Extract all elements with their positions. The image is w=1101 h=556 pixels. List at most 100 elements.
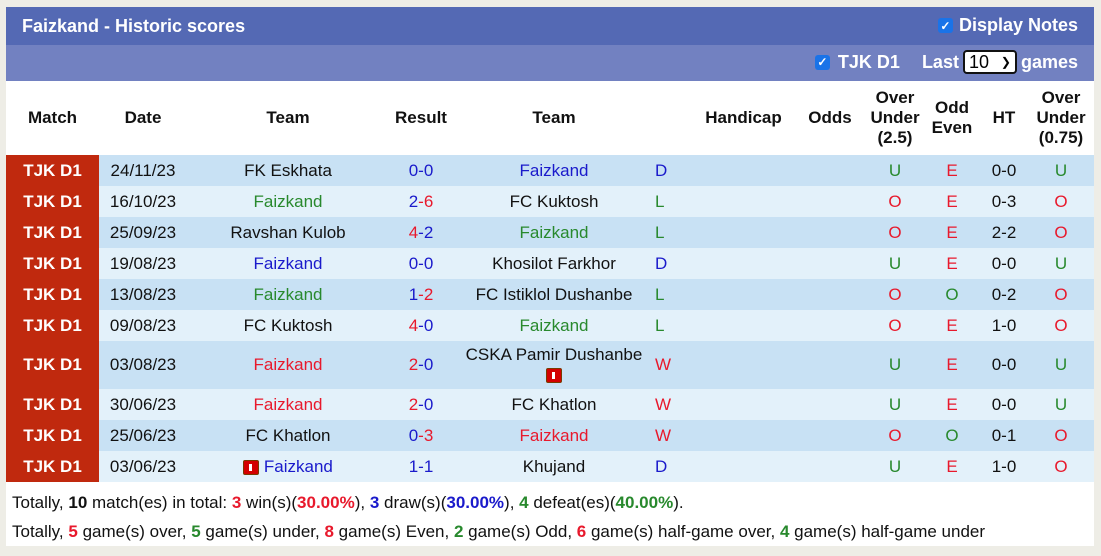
away-team[interactable]: Faizkand xyxy=(453,217,655,248)
half-time-score: 0-1 xyxy=(980,420,1028,451)
match-date: 03/06/23 xyxy=(99,451,187,482)
odd-even: E xyxy=(924,389,980,420)
match-date: 25/09/23 xyxy=(99,217,187,248)
home-team[interactable]: Ravshan Kulob xyxy=(187,217,389,248)
odds xyxy=(794,341,866,389)
match-result[interactable]: 0-0 xyxy=(389,248,453,279)
home-team[interactable]: Faizkand xyxy=(187,248,389,279)
table-header: Match Date Team Result Team Handicap Odd… xyxy=(6,81,1094,155)
display-notes-checkbox[interactable]: ✓ xyxy=(937,18,953,33)
win-loss: W xyxy=(655,389,693,420)
win-loss: L xyxy=(655,217,693,248)
away-team[interactable]: Khosilot Farkhor xyxy=(453,248,655,279)
over-under: U xyxy=(866,451,924,482)
table-row: TJK D1 25/09/23 Ravshan Kulob 4-2 Faizkand L O… xyxy=(6,217,1094,248)
half-time-score: 0-0 xyxy=(980,155,1028,186)
away-team[interactable]: Faizkand xyxy=(453,420,655,451)
league-badge[interactable]: TJK D1 xyxy=(6,310,99,341)
over-under-075: O xyxy=(1028,420,1094,451)
over-under: U xyxy=(866,341,924,389)
handicap xyxy=(693,310,794,341)
odds xyxy=(794,217,866,248)
games-count-select[interactable]: 10 ❯ xyxy=(962,50,1017,74)
league-badge[interactable]: TJK D1 xyxy=(6,186,99,217)
away-team[interactable]: Faizkand xyxy=(453,310,655,341)
odds xyxy=(794,248,866,279)
home-team[interactable]: FC Khatlon xyxy=(187,420,389,451)
league-badge[interactable]: TJK D1 xyxy=(6,248,99,279)
over-under: O xyxy=(866,310,924,341)
away-team[interactable]: Faizkand xyxy=(453,155,655,186)
league-badge[interactable]: TJK D1 xyxy=(6,279,99,310)
over-under: O xyxy=(866,420,924,451)
odd-even: E xyxy=(924,248,980,279)
col-result: Result xyxy=(395,108,447,127)
odds xyxy=(794,155,866,186)
handicap xyxy=(693,389,794,420)
match-date: 19/08/23 xyxy=(99,248,187,279)
home-team[interactable]: Faizkand xyxy=(187,389,389,420)
col-handicap: Handicap xyxy=(705,108,782,127)
match-date: 09/08/23 xyxy=(99,310,187,341)
filter-bar: ✓ TJK D1 Last 10 ❯ games xyxy=(6,45,1094,81)
col-ht: HT xyxy=(992,108,1016,127)
match-date: 13/08/23 xyxy=(99,279,187,310)
league-badge[interactable]: TJK D1 xyxy=(6,155,99,186)
home-team[interactable]: FC Kuktosh xyxy=(187,310,389,341)
match-result[interactable]: 0-3 xyxy=(389,420,453,451)
home-team[interactable]: Faizkand xyxy=(187,279,389,310)
away-team[interactable]: FC Kuktosh xyxy=(453,186,655,217)
away-team[interactable]: FC Istiklol Dushanbe xyxy=(453,279,655,310)
match-result[interactable]: 4-2 xyxy=(389,217,453,248)
match-result[interactable]: 2-0 xyxy=(389,389,453,420)
match-result[interactable]: 0-0 xyxy=(389,155,453,186)
win-loss: L xyxy=(655,279,693,310)
table-row: TJK D1 09/08/23 FC Kuktosh 4-0 Faizkand L O E 1-… xyxy=(6,310,1094,341)
match-date: 16/10/23 xyxy=(99,186,187,217)
col-wl xyxy=(655,81,693,155)
league-badge[interactable]: TJK D1 xyxy=(6,420,99,451)
home-team[interactable]: Faizkand xyxy=(187,451,389,482)
league-badge[interactable]: TJK D1 xyxy=(6,217,99,248)
league-filter-checkbox[interactable]: ✓ xyxy=(814,54,830,70)
match-date: 03/08/23 xyxy=(99,341,187,389)
half-time-score: 0-2 xyxy=(980,279,1028,310)
league-filter-label: TJK D1 xyxy=(837,51,900,72)
home-team[interactable]: Faizkand xyxy=(187,341,389,389)
odd-even: E xyxy=(924,310,980,341)
home-team[interactable]: FK Eskhata xyxy=(187,155,389,186)
match-result[interactable]: 1-2 xyxy=(389,279,453,310)
match-result[interactable]: 2-6 xyxy=(389,186,453,217)
home-team[interactable]: Faizkand xyxy=(187,186,389,217)
odd-even: O xyxy=(924,279,980,310)
historic-scores-panel: Faizkand - Historic scores ✓ Display Not… xyxy=(6,7,1094,546)
display-notes-toggle[interactable]: ✓ Display Notes xyxy=(937,15,1078,36)
away-team[interactable]: FC Khatlon xyxy=(453,389,655,420)
league-badge[interactable]: TJK D1 xyxy=(6,389,99,420)
match-result[interactable]: 4-0 xyxy=(389,310,453,341)
league-badge[interactable]: TJK D1 xyxy=(6,341,99,389)
over-under-075: O xyxy=(1028,186,1094,217)
scores-table: Match Date Team Result Team Handicap Odd… xyxy=(6,81,1094,482)
over-under-075: U xyxy=(1028,248,1094,279)
odd-even: E xyxy=(924,155,980,186)
match-result[interactable]: 1-1 xyxy=(389,451,453,482)
col-odd-even: Odd Even xyxy=(931,98,973,137)
half-time-score: 2-2 xyxy=(980,217,1028,248)
col-over-under-075: Over Under (0.75) xyxy=(1036,88,1086,147)
table-row: TJK D1 03/06/23 Faizkand 1-1 Khujand D U E 1-0 O xyxy=(6,451,1094,482)
odds xyxy=(794,310,866,341)
win-loss: L xyxy=(655,186,693,217)
league-badge[interactable]: TJK D1 xyxy=(6,451,99,482)
away-team[interactable]: CSKA Pamir Dushanbe xyxy=(453,341,655,389)
table-row: TJK D1 30/06/23 Faizkand 2-0 FC Khatlon W U E 0-… xyxy=(6,389,1094,420)
away-team[interactable]: Khujand xyxy=(453,451,655,482)
red-card-icon xyxy=(243,459,260,475)
over-under-075: U xyxy=(1028,389,1094,420)
match-result[interactable]: 2-0 xyxy=(389,341,453,389)
over-under: U xyxy=(866,248,924,279)
odd-even: E xyxy=(924,451,980,482)
over-under-075: O xyxy=(1028,451,1094,482)
win-loss: D xyxy=(655,451,693,482)
col-team-away: Team xyxy=(532,108,576,127)
